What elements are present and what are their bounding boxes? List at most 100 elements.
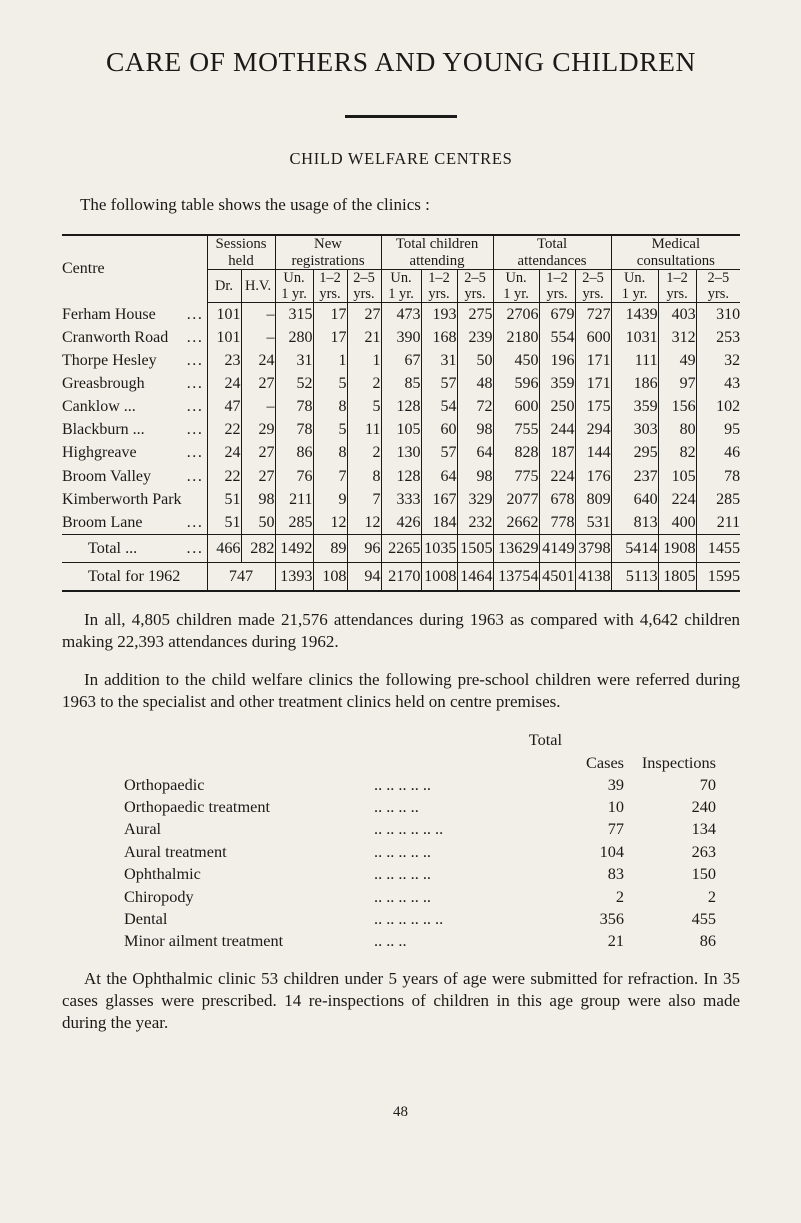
cell-consult-2-5: 102 [695,395,741,419]
subheader-attending-under1: Un. 1 yr. [380,269,422,304]
cell-attendances-under1: 2180 [492,326,540,350]
clinic-cases: 10 [607,797,624,817]
subheader-newreg-under1: Un. 1 yr. [274,269,314,304]
subheader-attendances-2-5: 2–5 yrs. [574,269,612,304]
cell-newreg-2-5: 8 [346,465,382,489]
group-label-line2: consultations [636,252,715,269]
total-1962-sessions: 747 [206,562,276,593]
table-row: Ferham House... 101 – 315 17 27 473 193 … [62,302,741,327]
table-total-1962-row: Total for 1962 747 1393 108 94 2170 1008… [62,562,741,593]
group-label-line1: New [314,236,342,252]
cell-attending-2-5: 64 [456,441,494,466]
row-centre-name: Kimberworth Park [62,488,207,511]
cell-sessions-dr: 23 [206,349,241,373]
leader-dots: .. .. .. .. .. .. [374,819,444,839]
cell-sessions-hv: 50 [240,511,276,535]
subheader-line1: 1–2 [666,270,688,287]
cell-attendances-1-2: 778 [538,511,576,535]
cell-attending-1-2: 57 [420,372,458,396]
cell-attendances-2-5: 144 [574,441,612,466]
clinic-inspections: 2 [707,886,716,906]
cell-attendances-2-5: 176 [574,465,612,489]
total-attending-1-2: 1035 [420,534,458,563]
cell-attendances-1-2: 359 [538,372,576,396]
subheader-line2: 1 yr. [621,286,648,303]
subheader-consult-under1: Un. 1 yr. [610,269,659,304]
cell-newreg-2-5: 27 [346,302,382,327]
row-centre-name: Broom Lane... [62,511,207,535]
total-newreg-2-5: 96 [346,534,382,563]
centre-label: Ferham House [62,305,156,323]
subheader-line1: 1–2 [546,270,568,287]
clinic-header-cases: Cases [586,753,624,773]
total-1962-attendances-1-2: 4501 [538,562,576,593]
table-row: Kimberworth Park 51 98 211 9 7 333 167 3… [62,488,741,512]
cell-newreg-under1: 285 [274,511,314,535]
subheader-hv: H.V. [240,269,276,304]
cell-attending-1-2: 31 [420,349,458,373]
row-centre-name: Thorpe Hesley... [62,350,207,373]
leader-dots: .. .. .. .. .. .. [374,909,444,928]
cell-consult-under1: 359 [610,395,659,419]
total-sessions-hv: 282 [240,534,276,563]
table-row: Blackburn ...... 22 29 78 5 11 105 60 98… [62,418,741,442]
subheader-line1: Un. [390,270,412,287]
subheader-line2: yrs. [582,286,604,303]
subheader-attendances-under1: Un. 1 yr. [492,269,540,304]
total-1962-consult-2-5: 1595 [695,562,741,593]
cell-attending-under1: 473 [380,302,422,327]
cell-attending-2-5: 48 [456,372,494,396]
leader-dots: ... [186,513,204,531]
subheader-attendances-1-2: 1–2 yrs. [538,269,576,304]
cell-consult-2-5: 211 [695,511,741,535]
total-1962-attendances-2-5: 4138 [574,562,612,593]
cell-sessions-hv: 29 [240,418,276,442]
cell-newreg-under1: 78 [274,418,314,442]
cell-attending-under1: 128 [380,395,422,419]
clinic-row: Aural treatment .. .. .. .. .. 104 263 [124,841,716,863]
clinic-inspections: 134 [691,819,716,839]
cell-attending-2-5: 329 [456,488,494,512]
leader-dots: ... [186,467,204,485]
centre-label: Greasbrough [62,375,145,393]
cell-attendances-under1: 600 [492,395,540,419]
clinic-name: Ophthalmic [124,864,201,884]
subheader-line2: yrs. [666,286,688,303]
clinic-inspections: 70 [699,774,716,794]
cell-attendances-1-2: 224 [538,465,576,489]
clinic-cases: 2 [615,886,624,906]
cell-newreg-1-2: 5 [312,372,348,396]
cell-attending-under1: 390 [380,326,422,350]
cell-newreg-under1: 31 [274,349,314,373]
cell-attending-1-2: 60 [420,418,458,442]
page-content: CARE OF MOTHERS AND YOUNG CHILDREN CHILD… [62,46,741,1034]
table-row: Thorpe Hesley... 23 24 31 1 1 67 31 50 4… [62,349,741,373]
spacer-cell [624,729,716,751]
subheader-line2: yrs. [707,286,729,303]
cell-newreg-1-2: 9 [312,488,348,512]
cell-newreg-2-5: 2 [346,372,382,396]
cell-newreg-2-5: 5 [346,395,382,419]
cell-sessions-dr: 101 [206,302,241,327]
clinic-row: Dental .. .. .. .. .. .. 356 455 [124,908,716,930]
cell-consult-1-2: 82 [657,441,697,466]
cell-consult-under1: 1439 [610,302,659,327]
cell-sessions-dr: 101 [206,326,241,350]
cell-attending-1-2: 57 [420,441,458,466]
group-label-line2: attendances [517,252,587,269]
cell-newreg-2-5: 2 [346,441,382,466]
clinic-row: Aural .. .. .. .. .. .. 77 134 [124,818,716,840]
cell-consult-1-2: 403 [657,302,697,327]
clinic-cases: 83 [607,864,624,884]
total-attendances-1-2: 4149 [538,534,576,563]
clinic-row: Orthopaedic .. .. .. .. .. 39 70 [124,773,716,795]
cell-newreg-under1: 86 [274,441,314,466]
cell-attendances-1-2: 196 [538,349,576,373]
spacer-cell [124,751,374,773]
cell-attending-2-5: 50 [456,349,494,373]
cell-attendances-under1: 775 [492,465,540,489]
clinic-row: Minor ailment treatment .. .. .. 21 86 [124,930,716,952]
table-row: Broom Lane... 51 50 285 12 12 426 184 23… [62,511,741,535]
clinic-cases: 21 [607,931,624,951]
